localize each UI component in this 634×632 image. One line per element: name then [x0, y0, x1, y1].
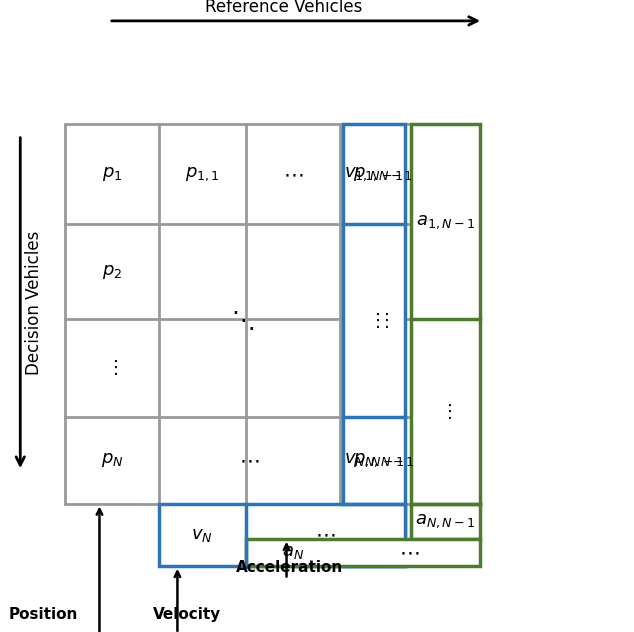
Text: $\ddots$: $\ddots$: [231, 308, 254, 332]
Text: $\vdots$: $\vdots$: [368, 311, 380, 330]
Text: $a_{1,N-1}$: $a_{1,N-1}$: [416, 212, 475, 231]
Text: $a_{N,N-1}$: $a_{N,N-1}$: [415, 512, 476, 530]
Text: $\cdots$: $\cdots$: [399, 542, 420, 562]
Text: $p_{1,N-1}$: $p_{1,N-1}$: [353, 165, 413, 183]
Text: $p_1$: $p_1$: [102, 165, 122, 183]
FancyBboxPatch shape: [65, 124, 427, 504]
Text: $a_N$: $a_N$: [281, 544, 304, 561]
Text: Acceleration: Acceleration: [236, 559, 343, 574]
Text: $\vdots$: $\vdots$: [439, 402, 451, 421]
Text: $v_{N,N-1}$: $v_{N,N-1}$: [344, 451, 404, 469]
Text: $\cdots$: $\cdots$: [315, 525, 336, 545]
Text: $p_N$: $p_N$: [101, 451, 123, 469]
Text: Position: Position: [9, 607, 78, 623]
Text: $v_N$: $v_N$: [191, 526, 213, 544]
FancyBboxPatch shape: [342, 124, 405, 566]
Text: $\cdots$: $\cdots$: [239, 450, 259, 470]
Text: Velocity: Velocity: [153, 607, 221, 623]
Text: $p_{N,N-1}$: $p_{N,N-1}$: [353, 451, 414, 469]
Text: $p_{1,1}$: $p_{1,1}$: [185, 165, 220, 183]
Text: $\vdots$: $\vdots$: [106, 358, 118, 377]
Text: $p_2$: $p_2$: [102, 263, 122, 281]
FancyBboxPatch shape: [158, 504, 405, 566]
FancyBboxPatch shape: [246, 539, 480, 566]
Text: Decision Vehicles: Decision Vehicles: [25, 231, 43, 375]
Text: Reference Vehicles: Reference Vehicles: [205, 0, 362, 16]
Text: $\vdots$: $\vdots$: [377, 311, 389, 330]
Text: $\cdots$: $\cdots$: [283, 164, 303, 184]
FancyBboxPatch shape: [411, 124, 480, 539]
Text: $v_{1,N-1}$: $v_{1,N-1}$: [344, 165, 403, 183]
